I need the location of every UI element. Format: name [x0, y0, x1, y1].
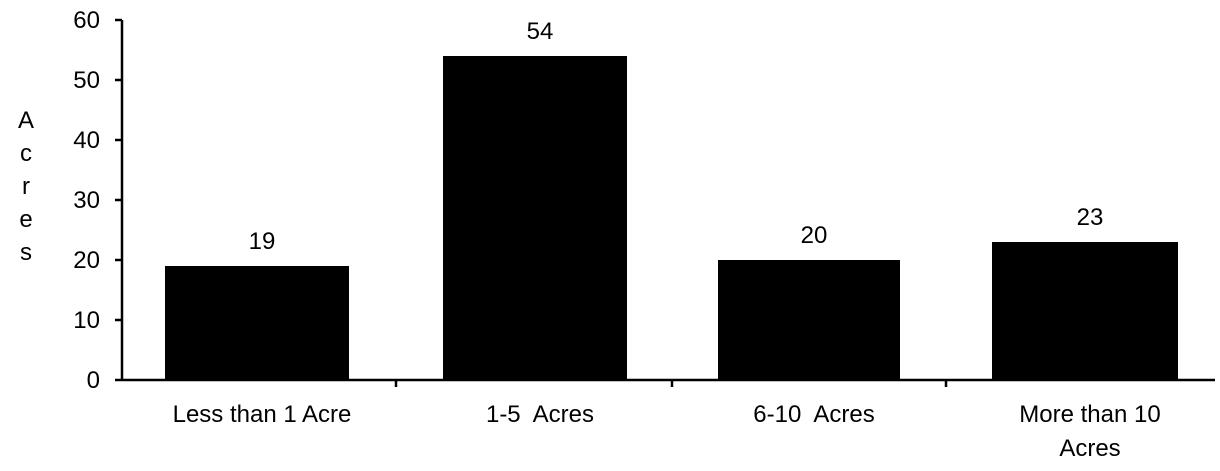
bar-2 [443, 56, 627, 380]
bar-3 [718, 260, 900, 380]
y-axis-label-letter: e [19, 206, 32, 233]
y-tick-label-20: 20 [73, 247, 100, 274]
y-tick-label-50: 50 [73, 67, 100, 94]
y-axis-label-letter: c [20, 140, 32, 167]
data-label-3: 20 [801, 222, 828, 249]
data-label-2: 54 [527, 18, 554, 45]
y-tick-label-0: 0 [87, 367, 100, 394]
y-tick-label-60: 60 [73, 7, 100, 34]
category-label-4: More than 10 [1019, 401, 1160, 428]
data-label-1: 19 [249, 228, 276, 255]
category-label-2: 1-5 Acres [486, 401, 594, 428]
bar-4 [992, 242, 1178, 380]
y-axis-label-letter: r [22, 173, 30, 200]
bar-1 [165, 266, 349, 380]
category-label-4: Acres [1059, 435, 1120, 462]
y-axis-label-letter: s [20, 239, 32, 266]
category-label-3: 6-10 Acres [753, 401, 874, 428]
category-label-1: Less than 1 Acre [173, 401, 352, 428]
y-tick-label-30: 30 [73, 187, 100, 214]
data-label-4: 23 [1077, 204, 1104, 231]
y-tick-label-10: 10 [73, 307, 100, 334]
y-axis-label: Acres [18, 107, 34, 266]
y-tick-label-40: 40 [73, 127, 100, 154]
y-axis-label-letter: A [18, 107, 34, 134]
